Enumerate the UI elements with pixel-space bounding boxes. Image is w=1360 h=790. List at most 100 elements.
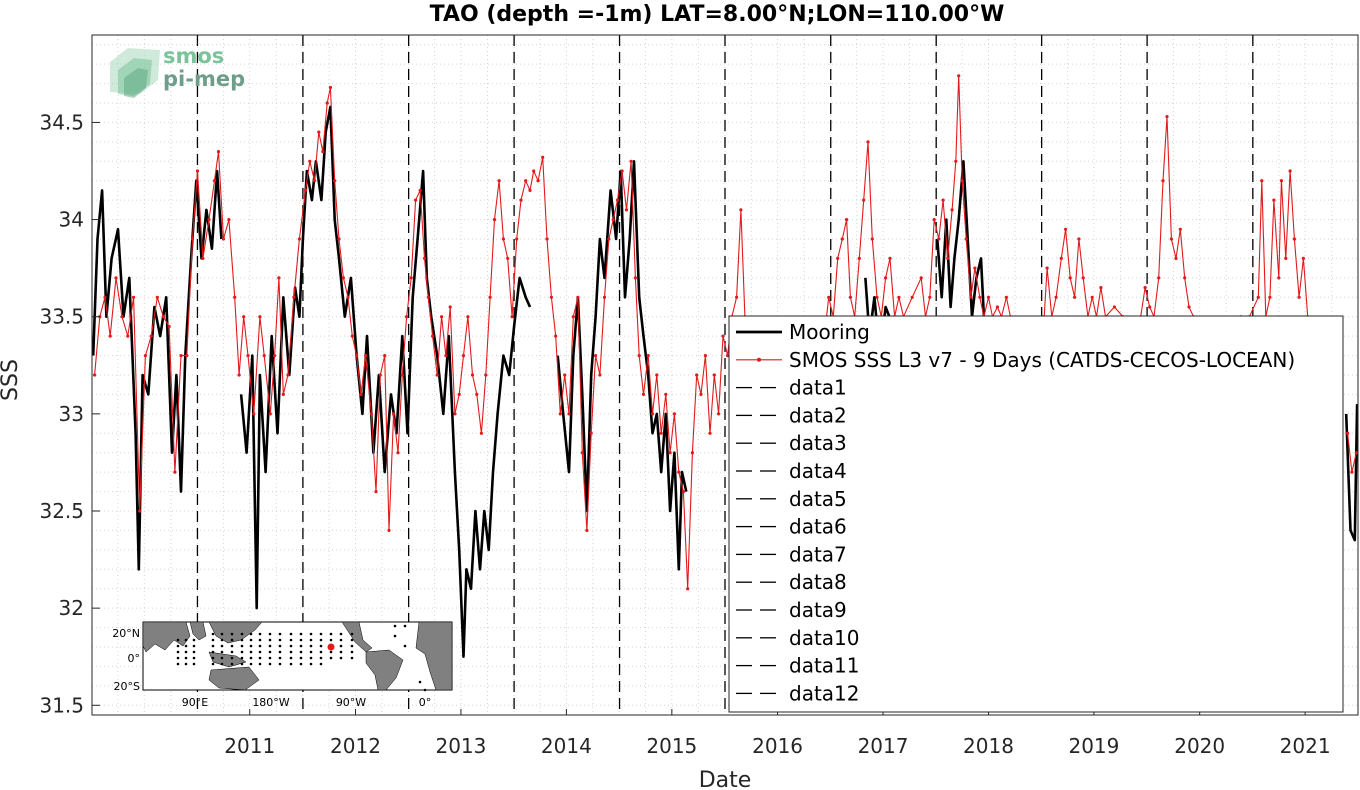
data-point [341,276,345,280]
data-point [1297,295,1301,299]
legend-label: data12 [789,681,860,705]
data-point [1059,256,1063,260]
data-point [457,392,461,396]
data-point [114,276,118,280]
inset-buoy-dot [184,644,188,648]
data-point [93,373,97,377]
inset-buoy-dot [240,662,244,666]
data-point [333,179,337,183]
data-point [173,470,177,474]
data-point [448,305,452,309]
inset-buoy-dot [423,688,427,692]
data-point [308,159,312,163]
data-point [954,159,958,163]
inset-buoy-dot [220,632,224,636]
data-point [1099,286,1103,290]
data-point [312,179,317,183]
data-point [510,315,514,319]
data-point [364,354,368,358]
inset-buoy-dot [258,656,262,660]
data-point [973,266,977,270]
data-point [138,509,142,513]
data-point [492,218,497,222]
data-point [355,354,359,358]
data-point [519,198,523,202]
data-point [695,373,699,377]
legend-label: data3 [789,431,847,455]
inset-xtick-0: 0° [419,696,432,709]
legend-label: data4 [789,459,847,483]
inset-buoy-dot [249,650,253,654]
legend: Mooring SMOS SSS L3 v7 - 9 Days (CATDS-CE… [728,315,1344,713]
data-point [1268,295,1272,299]
inset-buoy-dot [268,662,272,666]
inset-buoy-dot [220,644,224,648]
inset-buoy-dot [240,632,244,636]
legend-label: data2 [789,403,847,427]
data-point [1165,115,1169,119]
data-point [995,305,1000,309]
inset-buoy-dot [278,632,282,636]
data-point [836,256,840,260]
data-point [1090,295,1094,299]
data-point [1350,470,1354,474]
chart-title: TAO (depth =-1m) LAT=8.00°N;LON=110.00°W [430,2,1005,27]
inset-buoy-dot [278,650,282,654]
inset-buoy-dot [309,632,313,636]
data-point [392,412,396,416]
data-point [143,354,147,358]
data-point [414,198,418,202]
data-point [567,412,571,416]
y-tick-label: 34 [59,208,84,232]
data-point [524,179,528,183]
data-point [292,295,296,299]
data-point [1288,169,1292,173]
data-point [1073,295,1077,299]
inset-buoy-dot [240,656,244,660]
y-tick-label: 33 [59,402,84,426]
data-point [699,392,703,396]
y-tick-label: 34.5 [39,110,84,134]
data-point [1277,276,1281,280]
legend-label: SMOS SSS L3 v7 - 9 Days (CATDS-CECOS-LOC… [789,348,1295,372]
data-point [405,315,409,319]
data-point [246,354,250,358]
inset-buoy-dot [230,656,234,660]
data-point [1272,198,1276,202]
data-point [440,315,444,319]
data-point [937,237,941,241]
data-point [875,295,879,299]
data-point [580,451,584,455]
data-point [888,256,892,260]
data-point [589,431,593,435]
data-point [541,155,545,159]
inset-buoy-dot [258,650,262,654]
data-point [207,218,211,222]
data-point [672,412,677,416]
inset-buoy-dot [176,662,180,666]
data-point [611,218,615,222]
y-axis-label: SSS [0,359,23,401]
series-line-smos [823,75,1011,337]
data-point [466,315,470,319]
data-point [212,179,217,183]
data-point [126,334,130,338]
data-point [1292,237,1296,241]
inset-buoy-dot [192,638,196,642]
inset-buoy-dot [339,656,343,660]
data-point [383,354,387,358]
y-tick-label: 33.5 [39,305,84,329]
inset-buoy-dot [329,638,333,642]
data-point [396,451,400,455]
data-point [576,295,580,299]
x-axis-ticks: 2011 2012 2013 2014 2015 2016 2017 2018 2019 2020… [224,709,1331,758]
inset-buoy-dot [249,644,253,648]
inset-buoy-dot [211,632,215,636]
inset-buoy-dot [309,650,313,654]
data-point [479,431,483,435]
data-point [350,334,354,338]
data-point [167,324,171,328]
data-point [185,354,189,358]
data-point [969,295,973,299]
